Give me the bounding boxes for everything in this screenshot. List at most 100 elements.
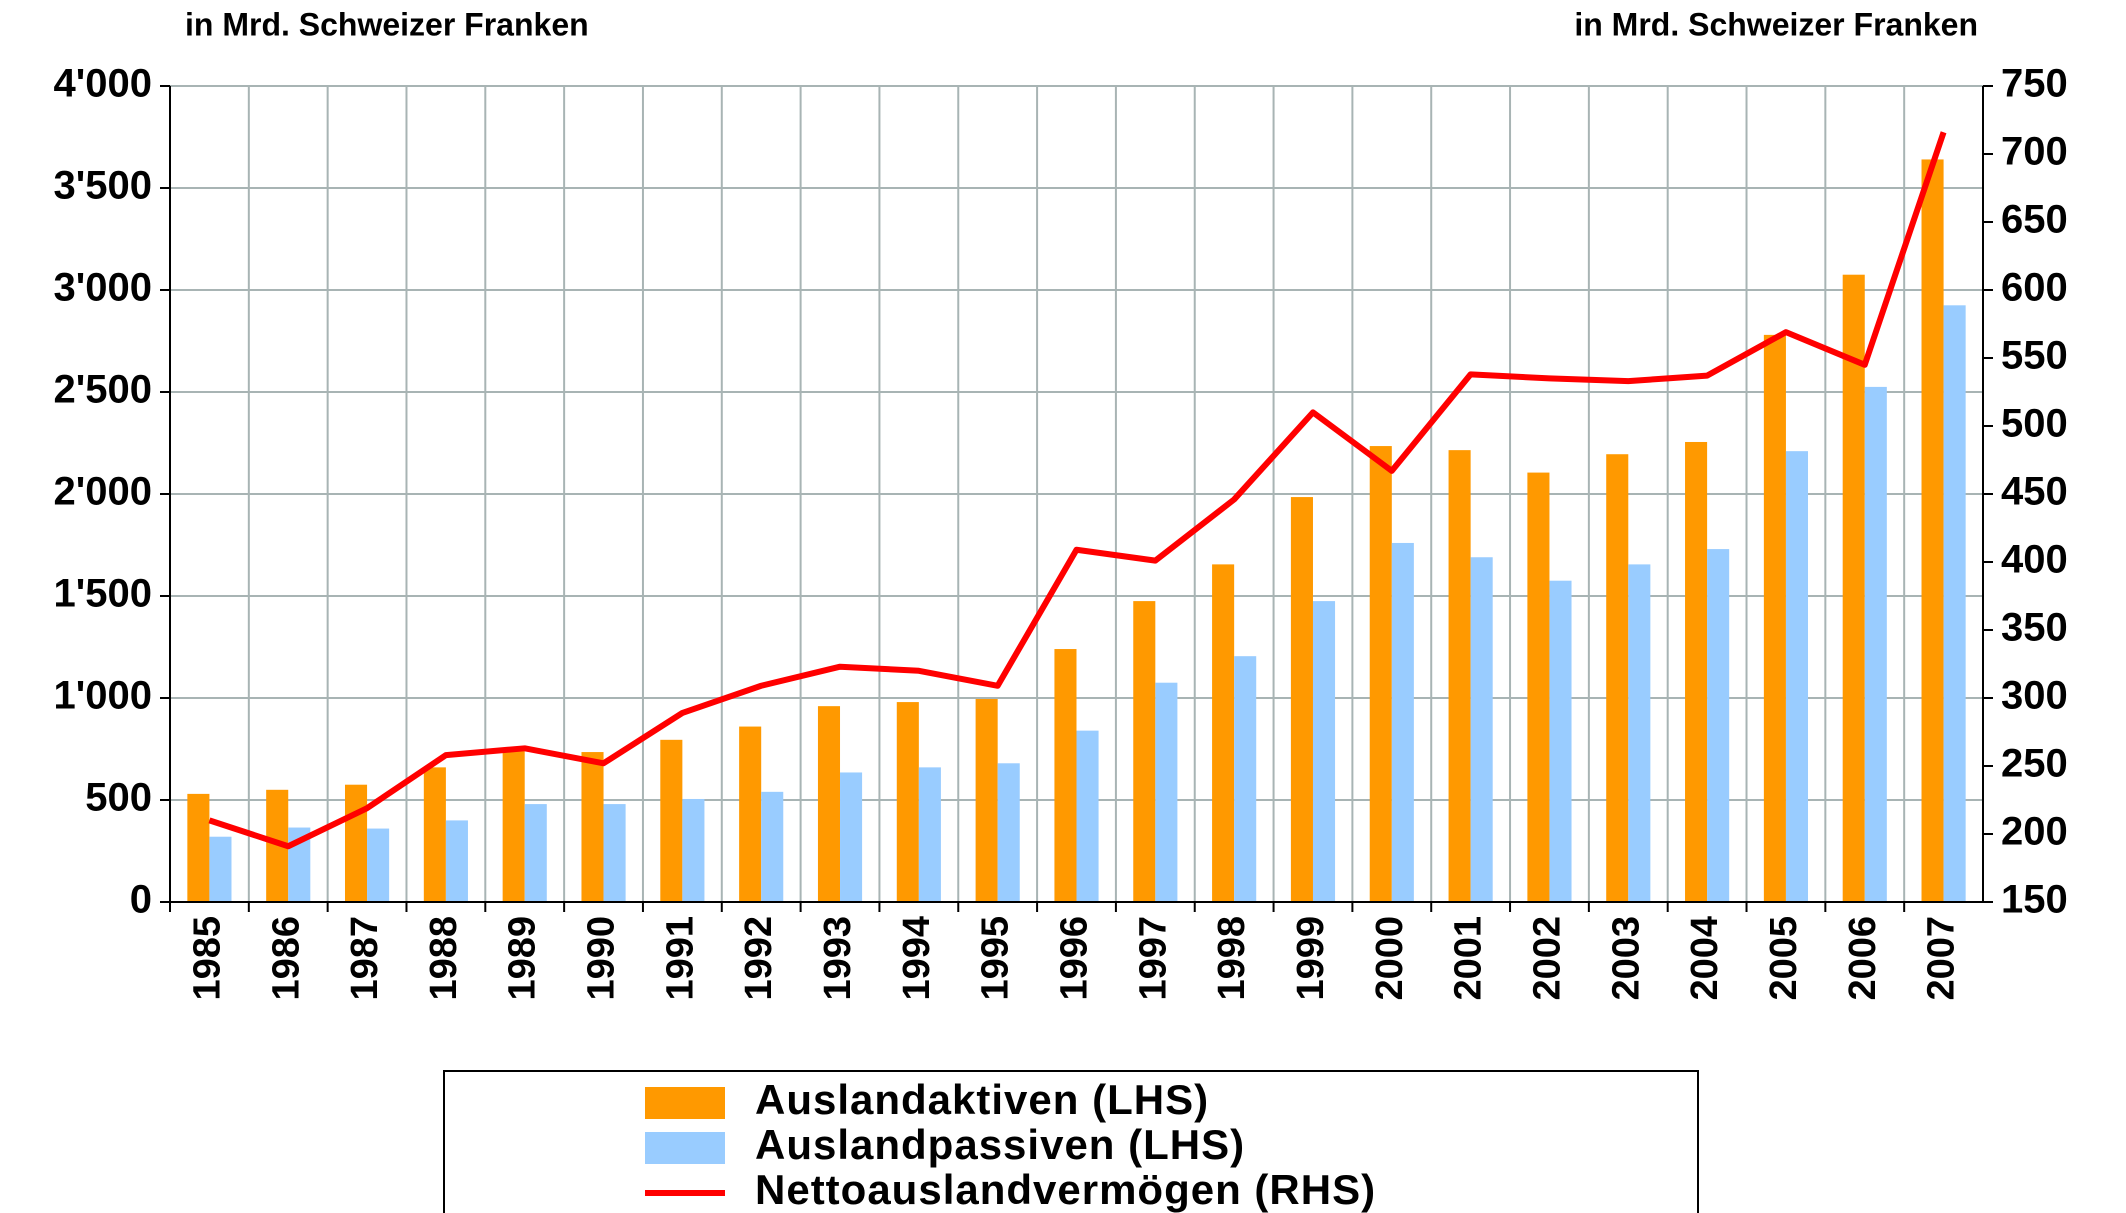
x-tick-label: 2006: [1842, 916, 1884, 1001]
x-tick-label: 1996: [1054, 916, 1096, 1001]
legend-label: Auslandaktiven (LHS): [755, 1076, 1209, 1123]
y-axis-label: in Mrd. Schweizer Franken: [185, 6, 589, 42]
bar: [1290, 497, 1313, 902]
y2-tick-label: 400: [2001, 538, 2068, 582]
bar: [445, 820, 468, 902]
y-tick-label: 2'500: [54, 368, 153, 412]
y2-tick-label: 600: [2001, 266, 2068, 310]
y2-tick-label: 150: [2001, 878, 2068, 922]
bar: [1470, 557, 1493, 902]
bar: [1921, 159, 1944, 902]
x-tick-label: 1998: [1211, 916, 1253, 1001]
x-tick-label: 2004: [1684, 916, 1726, 1001]
bar: [918, 767, 941, 902]
bar: [1212, 564, 1235, 902]
line: [208, 131, 1947, 850]
bar: [975, 699, 998, 902]
bar: [997, 763, 1020, 902]
bar: [817, 706, 841, 902]
bar: [1549, 580, 1572, 902]
y2-tick-label: 200: [2001, 810, 2068, 854]
y2-axis-label: in Mrd. Schweizer Franken: [1574, 6, 1978, 42]
x-tick-label: 2001: [1448, 916, 1490, 1001]
x-tick-label: 2005: [1763, 916, 1805, 1001]
y-tick-label: 3'000: [54, 266, 153, 310]
bar: [1448, 450, 1471, 902]
bar: [187, 793, 210, 902]
x-tick-label: 1992: [738, 916, 780, 1001]
bar: [1943, 305, 1966, 902]
bar: [603, 804, 626, 902]
y-tick-label: 1'000: [54, 674, 153, 718]
bar: [1133, 601, 1156, 902]
bar: [1785, 451, 1809, 902]
x-tick-label: 1995: [975, 916, 1017, 1001]
y2-tick-label: 500: [2001, 402, 2068, 446]
bar: [682, 798, 705, 902]
x-tick-label: 1991: [659, 916, 701, 1001]
y2-tick-label: 350: [2001, 606, 2068, 650]
bar: [502, 749, 525, 902]
bar: [1527, 472, 1550, 902]
bar: [1155, 682, 1178, 902]
y2-tick-label: 450: [2001, 470, 2068, 514]
y2-tick-label: 250: [2001, 742, 2068, 786]
x-tick-label: 1994: [896, 916, 938, 1001]
legend-label: Auslandpassiven (LHS): [755, 1121, 1245, 1168]
y-tick-label: 500: [85, 776, 152, 820]
x-tick-label: 2002: [1526, 916, 1568, 1001]
y-tick-label: 1'500: [54, 572, 153, 616]
bar: [1369, 446, 1392, 902]
bar: [1234, 656, 1257, 902]
y2-tick-label: 550: [2001, 334, 2068, 378]
bar: [1312, 601, 1336, 902]
x-tick-label: 1989: [502, 916, 544, 1001]
bar: [524, 804, 547, 902]
x-tick-label: 1993: [817, 916, 859, 1001]
bar: [1628, 564, 1651, 902]
x-tick-label: 1997: [1132, 916, 1174, 1001]
bar: [840, 772, 863, 902]
x-tick-label: 1986: [265, 916, 307, 1001]
y-tick-label: 2'000: [54, 470, 153, 514]
y-tick-label: 3'500: [54, 164, 153, 208]
bar: [367, 828, 390, 902]
bar: [209, 836, 232, 902]
bar: [423, 767, 446, 902]
bar: [739, 726, 762, 902]
x-tick-label: 1990: [581, 916, 623, 1001]
y2-tick-label: 650: [2001, 198, 2068, 242]
y2-tick-label: 300: [2001, 674, 2068, 718]
bar: [1707, 549, 1730, 902]
x-tick-label: 1985: [186, 916, 228, 1001]
bar: [1864, 386, 1887, 902]
x-tick-label: 1988: [423, 916, 465, 1001]
bar: [896, 702, 919, 902]
bar: [1685, 441, 1708, 902]
x-tick-label: 2003: [1605, 916, 1647, 1001]
bar: [1076, 730, 1099, 902]
y2-tick-label: 700: [2001, 130, 2068, 174]
bar: [1606, 454, 1629, 902]
bar: [761, 791, 784, 902]
legend-swatch: [645, 1087, 725, 1119]
bar: [266, 789, 289, 902]
bar: [660, 739, 683, 902]
bar: [1391, 542, 1414, 902]
x-tick-label: 2007: [1921, 916, 1963, 1001]
bar: [581, 752, 604, 902]
x-tick-label: 1999: [1290, 916, 1332, 1001]
bar: [1763, 334, 1786, 902]
legend-label: Nettoauslandvermögen (RHS): [755, 1166, 1376, 1213]
y-tick-label: 0: [130, 878, 152, 922]
x-tick-label: 1987: [344, 916, 386, 1001]
bar: [344, 784, 368, 902]
x-tick-label: 2000: [1369, 916, 1411, 1001]
y2-tick-label: 750: [2001, 62, 2068, 106]
bar: [1842, 274, 1865, 902]
y-tick-label: 4'000: [54, 62, 153, 106]
bar: [1054, 649, 1077, 902]
legend-swatch: [645, 1132, 725, 1164]
